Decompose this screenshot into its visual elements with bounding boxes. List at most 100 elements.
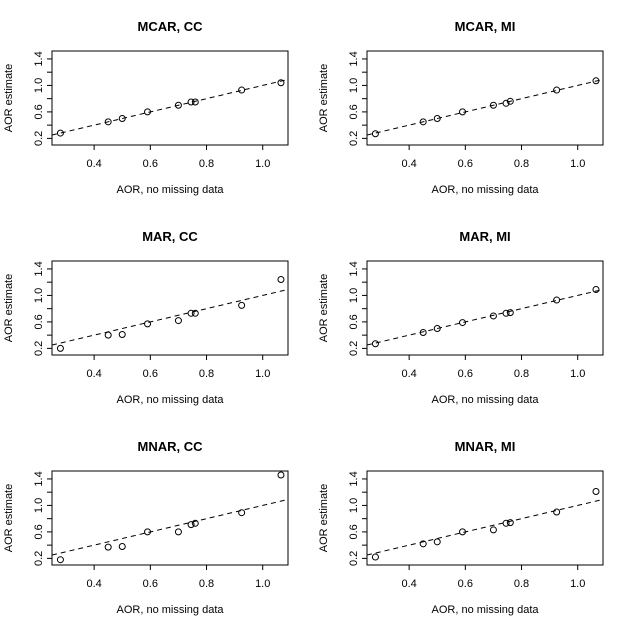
x-tick-label: 1.0 — [570, 578, 585, 590]
x-axis-label: AOR, no missing data — [432, 184, 540, 196]
x-tick-label: 0.6 — [458, 578, 473, 590]
y-axis-label: AOR estimate — [318, 64, 330, 132]
data-point — [277, 471, 285, 479]
y-tick-label: 0.2 — [348, 341, 360, 356]
reference-line — [52, 498, 288, 556]
panel-4: MNAR, CC 0.4 0.6 0.8 1.0 0.2 0.6 1.0 1.4 AOR, no … — [3, 439, 289, 616]
data-point — [506, 519, 514, 527]
y-tick-label: 1.0 — [348, 498, 360, 513]
x-tick-label: 0.8 — [514, 578, 529, 590]
x-tick-label: 1.0 — [255, 158, 270, 170]
x-tick-label: 1.0 — [255, 578, 270, 590]
y-tick-label: 1.0 — [348, 78, 360, 93]
plot-frame — [51, 470, 289, 566]
x-tick-label: 1.0 — [570, 158, 585, 170]
data-point — [277, 276, 285, 284]
panel-1: MCAR, MI 0.4 0.6 0.8 1.0 0.2 0.6 1.0 1.4 AOR, no … — [318, 19, 604, 196]
data-point — [459, 319, 467, 327]
y-tick-label: 1.0 — [33, 288, 45, 303]
data-point — [191, 309, 199, 317]
data-point — [433, 325, 441, 333]
reference-line — [52, 288, 288, 346]
panel-3: MAR, MI 0.4 0.6 0.8 1.0 0.2 0.6 1.0 1.4 AOR, no m… — [318, 229, 604, 406]
x-axis-label: AOR, no missing data — [117, 394, 225, 406]
y-axis-label: AOR estimate — [318, 274, 330, 342]
data-point — [56, 556, 64, 564]
y-axis-label: AOR estimate — [3, 484, 15, 552]
panel-title: MAR, CC — [142, 229, 198, 244]
data-point — [118, 115, 126, 123]
y-tick-label: 1.4 — [348, 261, 360, 276]
data-point — [238, 86, 246, 94]
panel-title: MAR, MI — [459, 229, 510, 244]
x-tick-label: 1.0 — [255, 368, 270, 380]
data-point — [371, 130, 379, 138]
data-point — [553, 296, 561, 304]
x-axis-label: AOR, no missing data — [432, 394, 540, 406]
x-tick-label: 0.4 — [401, 368, 416, 380]
data-point — [144, 528, 152, 536]
y-tick-label: 0.6 — [33, 524, 45, 539]
data-point — [553, 86, 561, 94]
data-point — [174, 317, 182, 325]
data-point — [592, 77, 600, 85]
data-point — [592, 285, 600, 293]
data-point — [187, 309, 195, 317]
y-tick-label: 1.0 — [33, 78, 45, 93]
y-tick-label: 0.6 — [348, 104, 360, 119]
x-axis-label: AOR, no missing data — [117, 604, 225, 616]
panel-5: MNAR, MI 0.4 0.6 0.8 1.0 0.2 0.6 1.0 1.4 AOR, no … — [318, 439, 604, 616]
y-tick-label: 1.4 — [348, 51, 360, 66]
data-point — [144, 108, 152, 116]
panel-title: MNAR, MI — [455, 439, 516, 454]
data-point — [506, 97, 514, 105]
data-point — [277, 79, 285, 87]
y-tick-label: 0.6 — [33, 104, 45, 119]
data-point — [489, 101, 497, 109]
y-tick-label: 0.2 — [348, 551, 360, 566]
data-point — [144, 320, 152, 328]
y-tick-label: 0.2 — [33, 131, 45, 146]
data-point — [118, 542, 126, 550]
data-point — [174, 101, 182, 109]
data-point — [419, 540, 427, 548]
plot-frame — [51, 260, 289, 356]
x-tick-label: 0.6 — [143, 578, 158, 590]
y-tick-label: 1.0 — [33, 498, 45, 513]
panel-title: MCAR, MI — [455, 19, 516, 34]
reference-line — [367, 288, 603, 346]
x-tick-label: 0.6 — [143, 158, 158, 170]
y-tick-label: 0.6 — [33, 314, 45, 329]
data-point — [489, 312, 497, 320]
data-point — [553, 508, 561, 516]
y-tick-label: 1.4 — [33, 51, 45, 66]
reference-line — [367, 498, 603, 556]
y-axis-label: AOR estimate — [318, 484, 330, 552]
x-axis-label: AOR, no missing data — [117, 184, 225, 196]
y-axis-label: AOR estimate — [3, 64, 15, 132]
data-point — [56, 344, 64, 352]
data-point — [187, 98, 195, 106]
y-tick-label: 0.2 — [348, 131, 360, 146]
y-tick-label: 0.2 — [33, 551, 45, 566]
plot-frame — [51, 50, 289, 146]
x-tick-label: 0.8 — [199, 368, 214, 380]
data-point — [104, 118, 112, 126]
data-point — [433, 115, 441, 123]
panel-2: MAR, CC 0.4 0.6 0.8 1.0 0.2 0.6 1.0 1.4 AOR, no m… — [3, 229, 289, 406]
x-tick-label: 0.8 — [199, 578, 214, 590]
x-tick-label: 0.4 — [401, 158, 416, 170]
data-point — [489, 526, 497, 534]
y-tick-label: 1.4 — [33, 471, 45, 486]
x-tick-label: 0.6 — [458, 368, 473, 380]
x-tick-label: 0.4 — [86, 158, 101, 170]
x-axis-label: AOR, no missing data — [432, 604, 540, 616]
data-point — [502, 519, 510, 527]
plot-frame — [366, 260, 604, 356]
x-tick-label: 0.8 — [514, 158, 529, 170]
data-point — [191, 519, 199, 527]
y-tick-label: 1.4 — [33, 261, 45, 276]
x-tick-label: 0.4 — [86, 368, 101, 380]
y-axis-label: AOR estimate — [3, 274, 15, 342]
data-point — [459, 108, 467, 116]
